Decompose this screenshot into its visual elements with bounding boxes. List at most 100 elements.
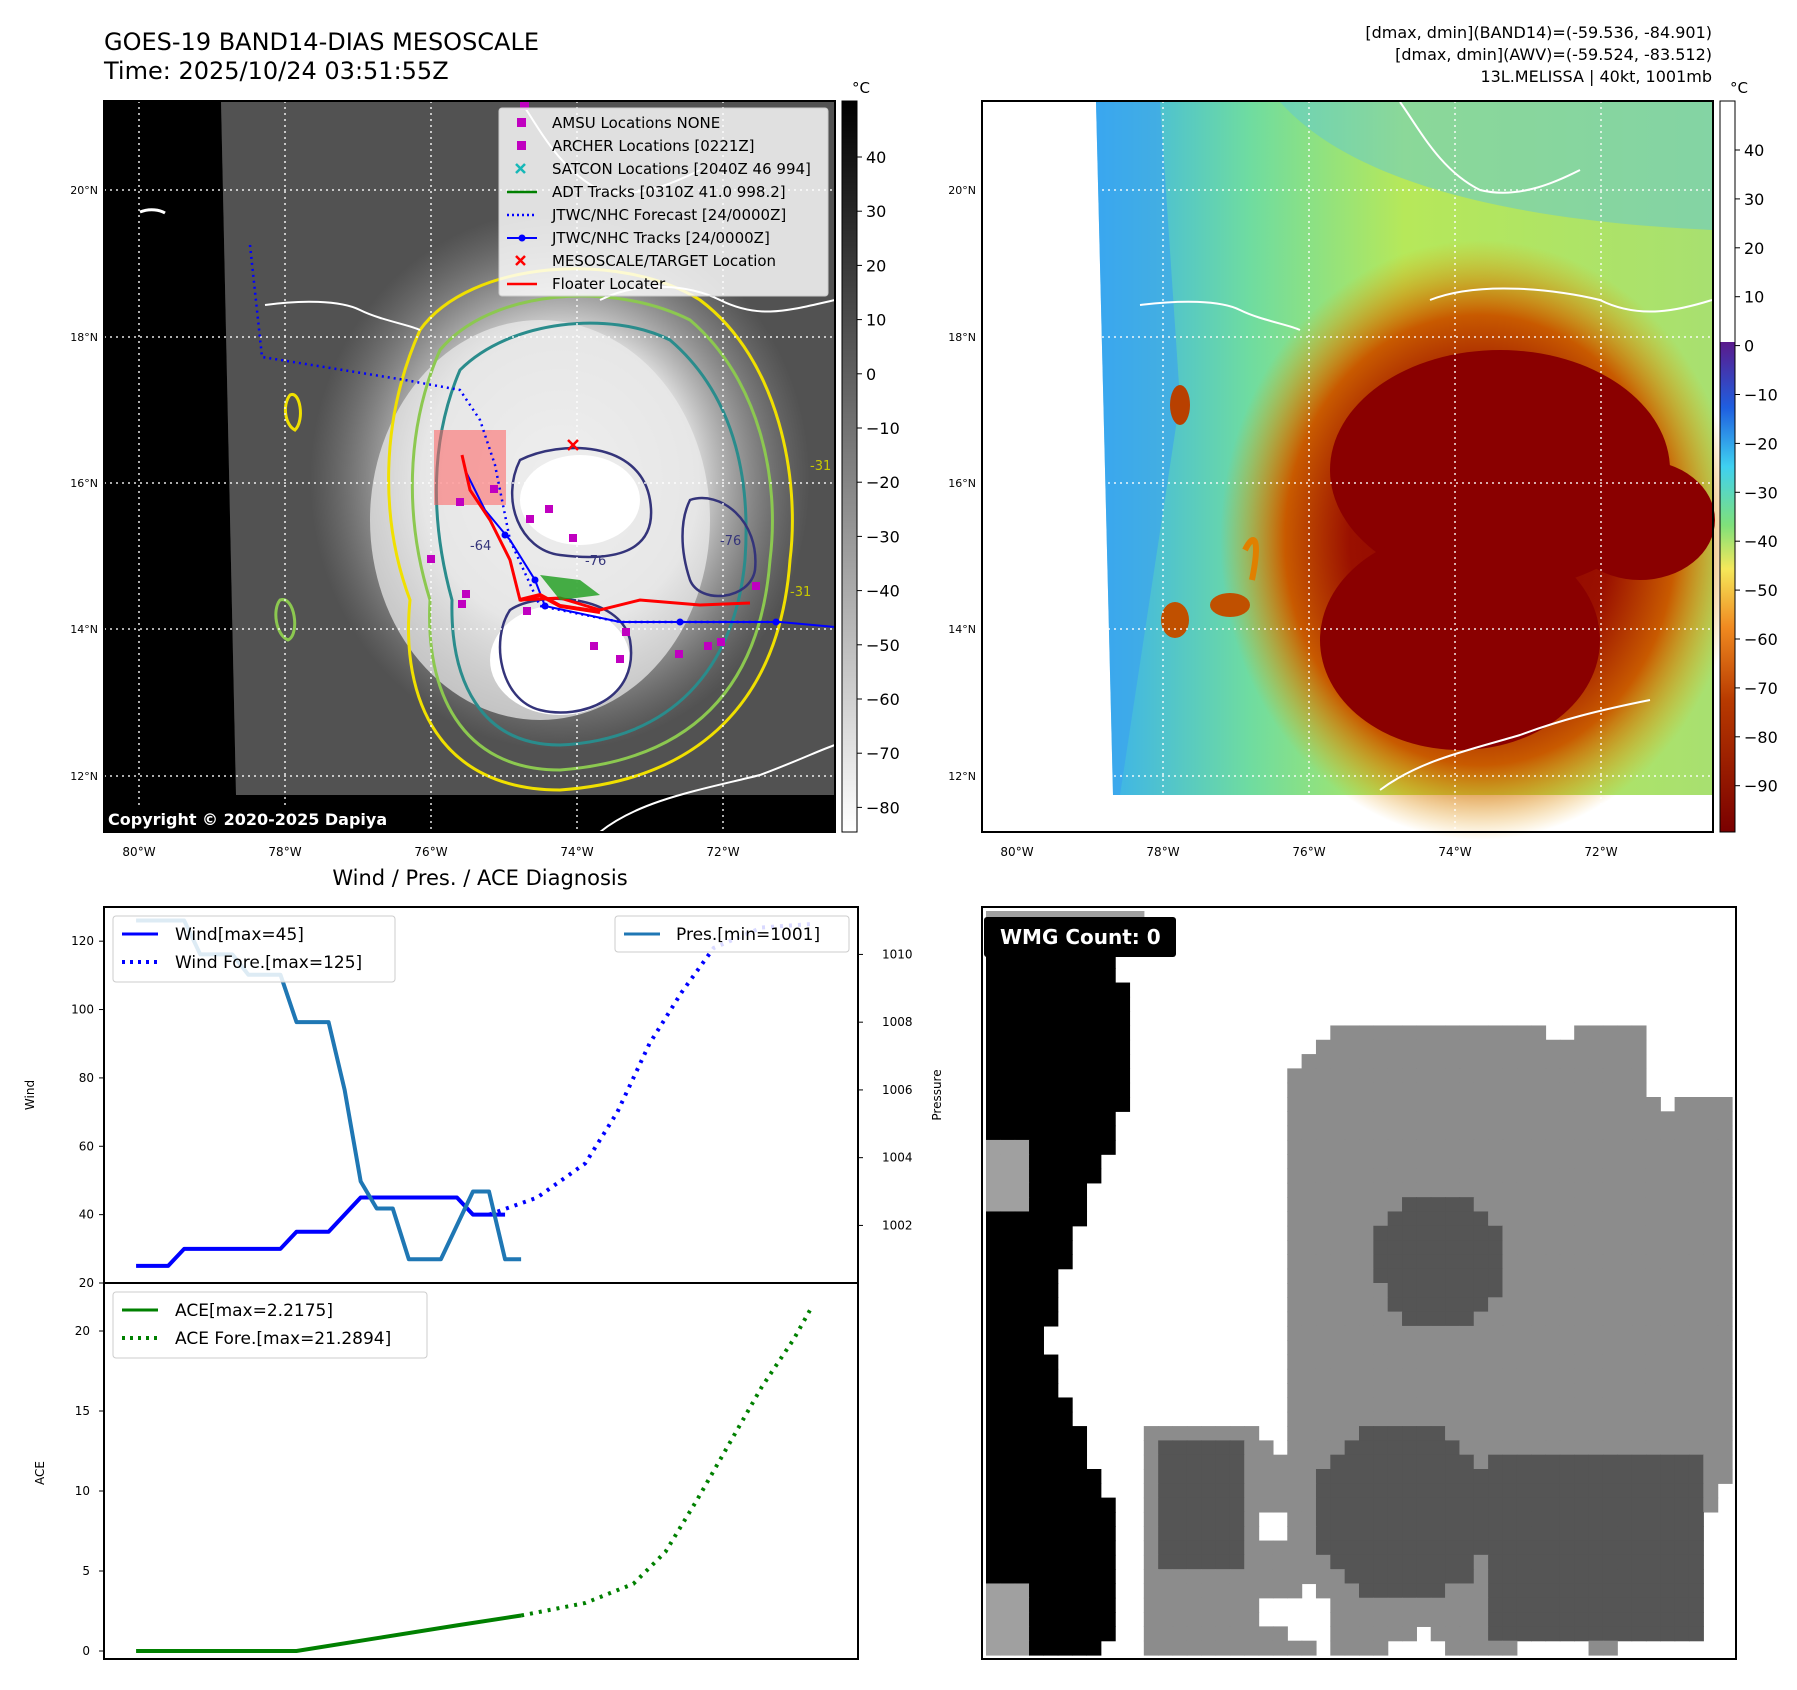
wmg-pixel [1373, 1626, 1389, 1642]
wmg-pixel [1688, 1440, 1704, 1456]
wmg-pixel [1588, 1297, 1604, 1313]
wmg-pixel [1373, 1283, 1389, 1298]
wmg-pixel [1688, 1182, 1704, 1198]
wmg-pixel [1057, 1597, 1073, 1613]
wmg-pixel [1559, 1469, 1575, 1484]
wmg-pixel [1617, 1025, 1633, 1041]
wmg-pixel [1359, 1097, 1374, 1112]
wmg-pixel [1215, 1511, 1231, 1527]
wmg-pixel [1459, 1640, 1475, 1656]
wmg-pixel [1545, 1283, 1561, 1298]
wmg-pixel [1488, 1497, 1504, 1513]
wmg-pixel [1315, 1397, 1331, 1413]
wmg-pixel [1430, 1440, 1446, 1456]
wmg-pixel [1617, 1354, 1633, 1370]
wmg-pixel [1301, 1068, 1317, 1084]
wmg-pixel [1072, 1111, 1088, 1127]
wmg-pixel [1416, 1354, 1432, 1370]
wmg-pixel [1301, 1154, 1317, 1170]
wmg-pixel [1545, 1440, 1561, 1456]
wmg-pixel [1617, 1569, 1633, 1585]
wmg-pixel [1602, 1283, 1618, 1298]
wmg-pixel [1631, 1111, 1647, 1127]
pressure-legend: Pres.[min=1001] [614, 915, 850, 953]
stat-band14: [dmax, dmin](BAND14)=(-59.536, -84.901) [1365, 23, 1712, 42]
wmg-pixel [1660, 1240, 1676, 1255]
wmg-pixel [1402, 1540, 1417, 1556]
wmg-pixel [1674, 1182, 1690, 1198]
wmg-pixel [1272, 1454, 1288, 1470]
wmg-pixel [1287, 1311, 1303, 1327]
wmg-pixel [1201, 1469, 1217, 1484]
wmg-pixel [1430, 1225, 1446, 1241]
wmg-pixel [1301, 1411, 1317, 1427]
wmg-pixel [1086, 996, 1102, 1012]
wmg-pixel [1602, 1354, 1618, 1370]
wmg-pixel [1645, 1211, 1661, 1227]
wmg-pixel [1344, 1597, 1360, 1613]
wmg-pixel [1617, 1454, 1633, 1470]
wmg-pixel [1072, 1139, 1088, 1155]
wmg-pixel [1229, 1640, 1245, 1656]
wmg-pixel [1387, 1383, 1403, 1399]
wmg-pixel [1315, 1054, 1331, 1069]
wmg-pixel [1602, 1454, 1618, 1470]
wmg-pixel [1014, 1469, 1030, 1484]
wmg-pixel [1674, 1139, 1690, 1155]
wmg-pixel [1660, 1612, 1676, 1627]
wmg-pixel [1488, 1240, 1504, 1255]
wmg-pixel [1072, 1640, 1088, 1656]
wmg-pixel [1344, 1454, 1360, 1470]
wmg-pixel [1502, 1440, 1518, 1456]
wmg-pixel [1344, 1283, 1360, 1298]
wmg-pixel [1617, 1626, 1633, 1642]
wmg-pixel [1488, 1254, 1504, 1270]
wmg-pixel [1402, 1168, 1417, 1184]
wmg-pixel [1000, 1054, 1016, 1069]
wmg-pixel [1402, 1240, 1417, 1255]
wmg-pixel [1502, 1483, 1518, 1499]
wmg-pixel [1488, 1511, 1504, 1527]
wmg-pixel [1416, 1469, 1432, 1484]
wmg-pixel [1717, 1469, 1733, 1484]
wmg-pixel [1631, 1540, 1647, 1556]
wmg-pixel [1430, 1297, 1446, 1313]
wmg-pixel [1445, 1612, 1461, 1627]
wmg-pixel [1387, 1197, 1403, 1213]
wmg-pixel [1315, 1254, 1331, 1270]
wmg-pixel [1631, 1297, 1647, 1313]
colorbar-tick-label: −30 [1744, 483, 1778, 502]
wmg-pixel [1416, 1526, 1432, 1542]
wmg-pixel [1287, 1368, 1303, 1384]
wmg-pixel [1531, 1082, 1547, 1098]
wmg-pixel [1645, 1497, 1661, 1513]
wmg-pixel [1072, 1454, 1088, 1470]
wmg-pixel [1602, 1469, 1618, 1484]
wmg-pixel [1631, 1583, 1647, 1599]
wmg-pixel [1416, 1039, 1432, 1055]
wmg-pixel [1186, 1583, 1202, 1599]
storm-info: 13L.MELISSA | 40kt, 1001mb [1480, 67, 1712, 86]
wmg-pixel [1287, 1440, 1303, 1456]
wmg-pixel [1545, 1497, 1561, 1513]
wmg-pixel [1014, 1240, 1030, 1255]
wmg-pixel [1430, 1554, 1446, 1570]
wmg-pixel [1617, 1283, 1633, 1298]
wmg-pixel [1473, 1469, 1489, 1484]
wmg-pixel [1072, 982, 1088, 998]
wmg-pixel [1488, 1182, 1504, 1198]
wmg-pixel [1588, 1597, 1604, 1613]
wmg-pixel [986, 1039, 1001, 1055]
wmg-pixel [1531, 1039, 1547, 1055]
wmg-pixel [1402, 1597, 1417, 1613]
wmg-pixel [1602, 1569, 1618, 1585]
wmg-pixel [1359, 1240, 1374, 1255]
wmg-pixel [1602, 1154, 1618, 1170]
wmg-pixel [1072, 1154, 1088, 1170]
wmg-pixel [1645, 1139, 1661, 1155]
wmg-pixel [1359, 1254, 1374, 1270]
wmg-pixel [1559, 1554, 1575, 1570]
wmg-pixel [1014, 996, 1030, 1012]
wmg-pixel [1445, 1554, 1461, 1570]
wmg-pixel [1330, 1268, 1346, 1284]
